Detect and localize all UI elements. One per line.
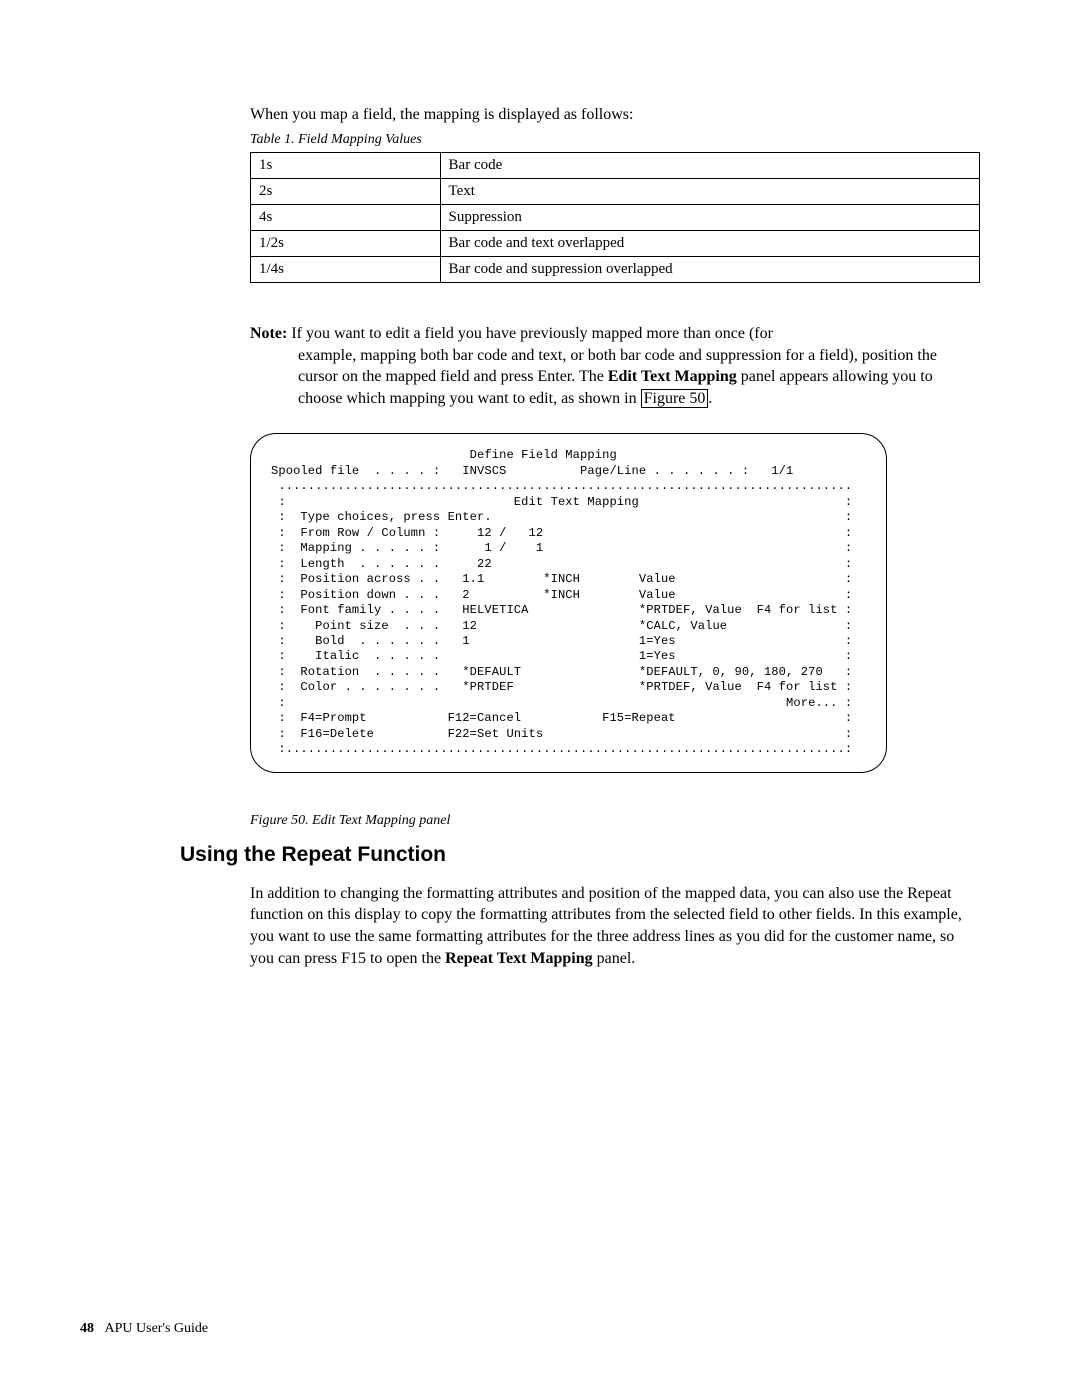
figure-link[interactable]: Figure 50 xyxy=(641,389,709,408)
mapping-code: 4s xyxy=(251,205,441,231)
mapping-desc: Bar code xyxy=(440,153,979,179)
intro-text: When you map a field, the mapping is dis… xyxy=(250,106,980,124)
section-heading: Using the Repeat Function xyxy=(180,843,980,867)
footer-title: APU User's Guide xyxy=(105,1321,209,1336)
mapping-code: 1s xyxy=(251,153,441,179)
section-body-post: panel. xyxy=(593,950,636,967)
table-row: 2sText xyxy=(251,179,980,205)
mapping-desc: Bar code and text overlapped xyxy=(440,231,979,257)
mapping-code: 1/4s xyxy=(251,257,441,283)
mapping-desc: Suppression xyxy=(440,205,979,231)
section-body-bold: Repeat Text Mapping xyxy=(445,950,593,967)
terminal-text: Define Field Mapping Spooled file . . . … xyxy=(271,448,866,757)
table-caption: Table 1. Field Mapping Values xyxy=(250,132,980,148)
page-number: 48 xyxy=(80,1321,94,1336)
table-row: 1sBar code xyxy=(251,153,980,179)
note-line4: . xyxy=(708,390,712,407)
mapping-code: 2s xyxy=(251,179,441,205)
note-bold-panel: Edit Text Mapping xyxy=(608,368,737,385)
figure-caption: Figure 50. Edit Text Mapping panel xyxy=(250,813,980,829)
page-footer: 48 APU User's Guide xyxy=(80,1321,208,1337)
table-row: 1/4sBar code and suppression overlapped xyxy=(251,257,980,283)
mapping-desc: Bar code and suppression overlapped xyxy=(440,257,979,283)
mapping-code: 1/2s xyxy=(251,231,441,257)
table-row: 1/2sBar code and text overlapped xyxy=(251,231,980,257)
note-block: Note: If you want to edit a field you ha… xyxy=(250,323,980,409)
note-label: Note: xyxy=(250,325,287,342)
note-line1: If you want to edit a field you have pre… xyxy=(291,325,773,342)
terminal-panel: Define Field Mapping Spooled file . . . … xyxy=(250,433,887,772)
mapping-desc: Text xyxy=(440,179,979,205)
mapping-table: 1sBar code2sText4sSuppression1/2sBar cod… xyxy=(250,152,980,283)
section-body: In addition to changing the formatting a… xyxy=(250,883,980,969)
table-row: 4sSuppression xyxy=(251,205,980,231)
